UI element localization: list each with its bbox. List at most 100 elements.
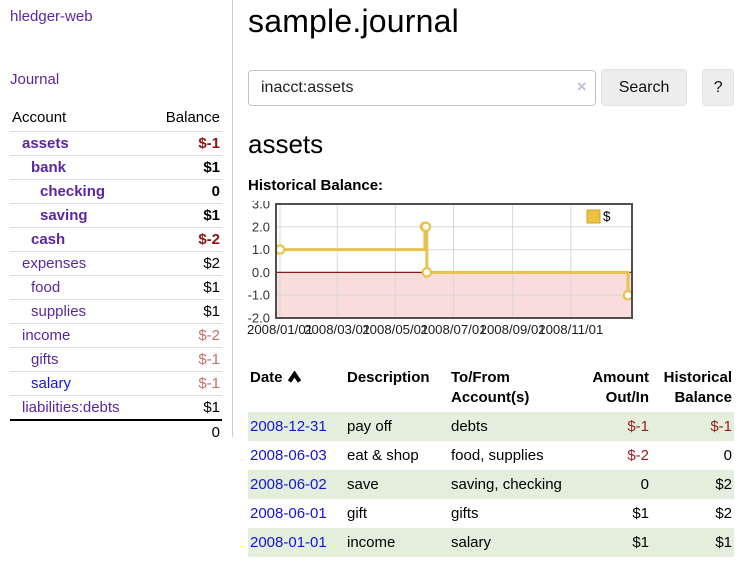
sidebar-account-link[interactable]: assets xyxy=(22,135,69,152)
svg-text:3.0: 3.0 xyxy=(252,201,270,212)
accounts-header-account: Account xyxy=(12,109,67,126)
transaction-date-link[interactable]: 2008-06-02 xyxy=(250,475,327,493)
account-row: expenses $2 xyxy=(10,251,222,276)
transaction-accounts: debts xyxy=(451,417,488,435)
sidebar-account-link[interactable]: cash xyxy=(31,231,66,248)
svg-text:2008/09/01: 2008/09/01 xyxy=(480,322,546,337)
account-balance: $1 xyxy=(149,275,222,300)
account-row: food $1 xyxy=(10,275,222,300)
account-row: checking 0 xyxy=(10,179,222,204)
transaction-row: 2008-12-31 pay off debts $-1 $-1 xyxy=(248,411,734,441)
sidebar-account-link[interactable]: bank xyxy=(31,159,67,176)
main-content: sample.journal × Search ? assets Histori… xyxy=(247,0,742,557)
accounts-total-row: 0 xyxy=(10,419,222,444)
sidebar: hledger-web Journal Account Balance asse… xyxy=(0,0,233,444)
transaction-date-link[interactable]: 2008-06-03 xyxy=(250,446,327,464)
transaction-accounts: food, supplies xyxy=(451,446,544,464)
svg-text:2008/07/01: 2008/07/01 xyxy=(421,322,487,337)
sidebar-account-link[interactable]: supplies xyxy=(31,303,87,320)
transaction-accounts: saving, checking xyxy=(451,475,562,493)
transactions-table: Date Description To/From Account(s) Amou… xyxy=(248,365,734,557)
search-input[interactable] xyxy=(248,69,596,106)
sidebar-account-link[interactable]: salary xyxy=(31,375,72,392)
account-balance: $-1 xyxy=(149,131,222,156)
account-row: income $-2 xyxy=(10,323,222,348)
account-balance: 0 xyxy=(149,179,222,204)
sidebar-item-journal[interactable]: Journal xyxy=(10,71,60,88)
sidebar-account-link[interactable]: gifts xyxy=(31,351,59,368)
transaction-row: 2008-06-02 save saving, checking 0 $2 xyxy=(248,469,734,499)
account-row: assets $-1 xyxy=(10,131,222,156)
account-row: salary $-1 xyxy=(10,371,222,396)
transaction-date-link[interactable]: 2008-01-01 xyxy=(250,533,327,551)
account-row: gifts $-1 xyxy=(10,347,222,372)
search-button[interactable]: Search xyxy=(600,69,688,106)
svg-text:-2.0: -2.0 xyxy=(248,311,270,326)
transaction-description: save xyxy=(347,475,379,493)
sidebar-account-link[interactable]: expenses xyxy=(22,255,87,272)
account-balance: $1 xyxy=(149,203,222,228)
account-balance: $-2 xyxy=(149,227,222,252)
transaction-historical: $1 xyxy=(715,533,732,551)
account-balance: $-1 xyxy=(149,371,222,396)
transaction-amount: 0 xyxy=(640,475,649,493)
svg-text:0.0: 0.0 xyxy=(252,265,270,280)
svg-text:1.0: 1.0 xyxy=(252,242,270,257)
svg-text:2008/01/01: 2008/01/01 xyxy=(247,322,313,337)
transaction-historical: $2 xyxy=(715,475,732,493)
help-button[interactable]: ? xyxy=(702,69,734,106)
accounts-table: Account Balance assets $-1 bank $1 checking 0… xyxy=(10,105,222,444)
svg-text:-1.0: -1.0 xyxy=(248,288,270,303)
transaction-description: income xyxy=(347,533,396,551)
col-header-accounts[interactable]: To/From Account(s) xyxy=(451,369,530,407)
accounts-total-value: 0 xyxy=(149,419,222,444)
transaction-row: 2008-06-01 gift gifts $1 $2 xyxy=(248,499,734,528)
clear-search-icon[interactable]: × xyxy=(576,76,587,96)
account-balance: $-1 xyxy=(149,347,222,372)
transaction-accounts: gifts xyxy=(451,504,479,522)
account-row: bank $1 xyxy=(10,155,222,180)
page-title: sample.journal xyxy=(248,3,459,39)
col-header-description[interactable]: Description xyxy=(347,369,430,386)
transaction-row: 2008-06-03 eat & shop food, supplies $-2 0 xyxy=(248,441,734,470)
sidebar-account-link[interactable]: food xyxy=(31,279,61,296)
svg-text:2008/11/01: 2008/11/01 xyxy=(538,322,603,337)
account-balance: $1 xyxy=(149,395,222,420)
account-row: liabilities:debts $1 xyxy=(10,395,222,420)
col-header-date[interactable]: Date xyxy=(248,365,347,412)
svg-text:$: $ xyxy=(603,209,611,224)
transaction-amount: $1 xyxy=(632,504,649,522)
col-header-amount[interactable]: Amount Out/In xyxy=(592,369,649,407)
app-brand-link[interactable]: hledger-web xyxy=(10,8,93,25)
transaction-accounts: salary xyxy=(451,533,492,551)
sidebar-account-link[interactable]: liabilities:debts xyxy=(22,399,120,416)
account-balance: $-2 xyxy=(149,323,222,348)
transaction-amount: $1 xyxy=(632,533,649,551)
transaction-historical: $2 xyxy=(715,504,732,522)
account-balance: $1 xyxy=(149,155,222,180)
transaction-row: 2008-01-01 income salary $1 $1 xyxy=(248,527,734,557)
accounts-header-balance: Balance xyxy=(165,109,220,126)
sort-ascending-icon xyxy=(287,369,302,389)
col-header-historical[interactable]: Historical Balance xyxy=(663,369,732,407)
account-row: cash $-2 xyxy=(10,227,222,252)
transaction-description: gift xyxy=(347,504,368,522)
transaction-description: pay off xyxy=(347,417,392,435)
account-balance: $2 xyxy=(149,251,222,276)
transaction-date-link[interactable]: 2008-06-01 xyxy=(250,504,327,522)
transaction-amount: $-1 xyxy=(627,417,649,435)
transaction-date-link[interactable]: 2008-12-31 xyxy=(250,417,327,435)
transaction-amount: $-2 xyxy=(627,446,649,464)
transaction-historical: 0 xyxy=(723,446,732,464)
svg-text:2008/05/01: 2008/05/01 xyxy=(362,322,428,337)
sidebar-account-link[interactable]: saving xyxy=(40,207,88,224)
chart-canvas: $3.0 2.0 1.0 0.0 -1.0 -2.02008/01/012008/03/0… xyxy=(247,197,634,337)
account-row: supplies $1 xyxy=(10,299,222,324)
transaction-historical: $-1 xyxy=(710,417,732,435)
sidebar-account-link[interactable]: checking xyxy=(40,183,106,200)
account-balance: $1 xyxy=(149,299,222,324)
chart-title: Historical Balance: xyxy=(248,177,384,194)
sidebar-account-link[interactable]: income xyxy=(22,327,71,344)
svg-text:2.0: 2.0 xyxy=(252,219,270,234)
search-bar: × Search ? xyxy=(248,69,734,106)
